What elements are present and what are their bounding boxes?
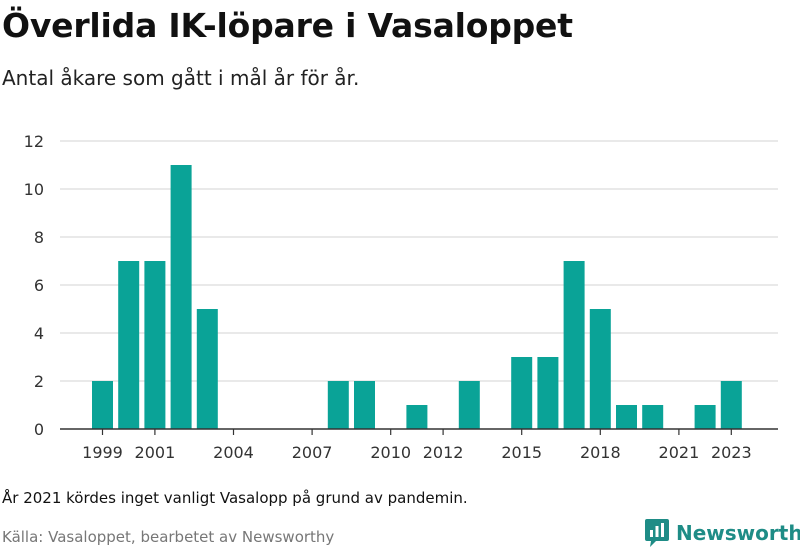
- x-tick-label: 2012: [423, 443, 464, 462]
- bar-2011: [406, 405, 428, 429]
- bar-2018: [589, 309, 611, 429]
- newsworthy-logo-icon: [645, 519, 669, 547]
- bar-2019: [616, 405, 637, 429]
- chart-title: Överlida IK-löpare i Vasaloppet: [2, 6, 573, 45]
- bar-2023: [720, 381, 742, 429]
- chart-note: År 2021 kördes inget vanligt Vasalopp på…: [2, 489, 468, 507]
- bars: [92, 165, 742, 429]
- bar-1999: [92, 381, 113, 429]
- x-tick-label: 2010: [370, 443, 411, 462]
- brand[interactable]: Newsworthy: [644, 518, 800, 548]
- bar-2009: [354, 381, 375, 429]
- chart-subtitle: Antal åkare som gått i mål år för år.: [2, 66, 360, 90]
- bar-2017: [563, 261, 585, 429]
- brand-name: Newsworthy: [676, 521, 800, 545]
- bar-2022: [694, 405, 716, 429]
- bar-chart: 0 2 4 6 8 10 12 1999 2001 2004 2007 2010 2012 2015 201…: [24, 132, 778, 462]
- x-tick-label: 2023: [711, 443, 752, 462]
- y-tick-label: 12: [24, 132, 44, 151]
- bar-2016: [537, 357, 559, 429]
- x-tick-label: 2021: [659, 443, 700, 462]
- bar-2000: [118, 261, 140, 429]
- gridlines: [60, 140, 778, 382]
- x-tick-label: 2004: [213, 443, 254, 462]
- y-tick-label: 10: [24, 180, 44, 199]
- y-tick-label: 2: [34, 372, 44, 391]
- y-tick-label: 6: [34, 276, 44, 295]
- x-tick-label: 2001: [135, 443, 176, 462]
- y-tick-label: 4: [34, 324, 44, 343]
- x-tick-label: 2015: [501, 443, 542, 462]
- bar-2001: [144, 261, 166, 429]
- bar-2003: [196, 309, 218, 429]
- x-tick-label: 2018: [580, 443, 621, 462]
- y-tick-label: 0: [34, 420, 44, 439]
- x-tick-label: 2007: [292, 443, 333, 462]
- x-tick-label: 1999: [82, 443, 123, 462]
- bar-2013: [458, 381, 480, 429]
- bar-2020: [642, 405, 664, 429]
- bar-2002: [170, 165, 192, 429]
- bar-2008: [327, 381, 349, 429]
- source-text: Källa: Vasaloppet, bearbetet av Newswort…: [2, 528, 335, 546]
- axes: 0 2 4 6 8 10 12 1999 2001 2004 2007 2010 2012 2015 201…: [24, 132, 778, 462]
- bar-2015: [511, 357, 533, 429]
- y-tick-label: 8: [34, 228, 44, 247]
